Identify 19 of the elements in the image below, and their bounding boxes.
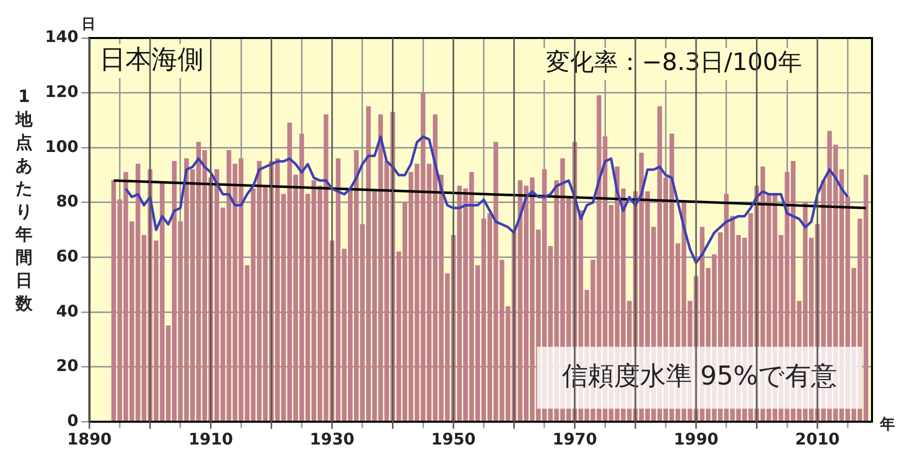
x-tick-label: 2010 — [795, 430, 840, 449]
y-tick-label: 60 — [56, 246, 78, 266]
x-axis-title: 年 — [879, 415, 895, 434]
x-tick-label: 1990 — [674, 430, 718, 449]
x-tick-label: 1930 — [310, 430, 354, 449]
x-tick-label: 1970 — [552, 430, 597, 449]
y-tick-label: 120 — [44, 82, 78, 101]
y-tick-label: 20 — [56, 356, 78, 376]
x-tick-label: 1890 — [67, 430, 112, 449]
y-tick-label: 0 — [67, 410, 78, 430]
text: 日 — [81, 16, 96, 33]
y-tick-label: 100 — [44, 136, 78, 156]
text: 1地点あたり年間日数 — [16, 87, 32, 314]
y-tick-label: 140 — [44, 27, 78, 46]
annotation: 日本海側 — [99, 44, 204, 75]
x-tick-label: 1950 — [431, 430, 476, 449]
x-tick-label: 1910 — [188, 430, 233, 449]
y-tick-label: 40 — [56, 301, 78, 320]
y-tick-label: 80 — [56, 192, 78, 211]
